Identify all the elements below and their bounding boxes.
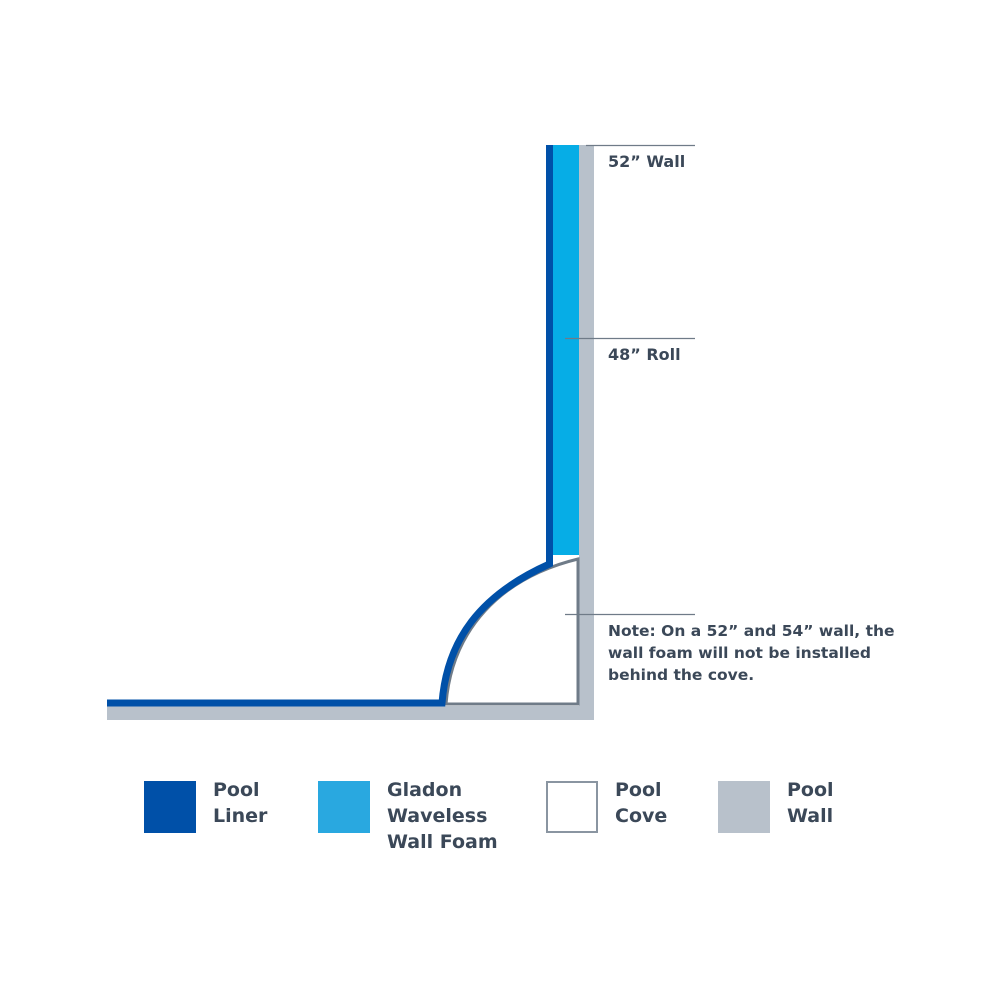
legend-label-pool-cove: Pool Cove: [615, 779, 668, 827]
legend-label-pool-wall: Pool Wall: [787, 779, 834, 827]
legend-swatch-pool-liner: [144, 781, 196, 833]
pool-liner: [107, 145, 553, 707]
wall-height-label: 52” Wall: [608, 152, 686, 171]
legend-swatch-pool-wall: [718, 781, 770, 833]
cove-note: Note: On a 52” and 54” wall, the wall fo…: [608, 622, 895, 684]
pool-wall-vertical: [579, 145, 594, 720]
pool-wall-floor: [107, 706, 594, 720]
roll-height-label: 48” Roll: [608, 345, 681, 364]
legend-label-wall-foam: Gladon Waveless Wall Foam: [387, 779, 498, 853]
wall-foam: [553, 145, 579, 555]
legend-swatch-wall-foam: [318, 781, 370, 833]
legend-label-pool-liner: Pool Liner: [213, 779, 268, 827]
legend-swatch-pool-cove: [546, 781, 598, 833]
